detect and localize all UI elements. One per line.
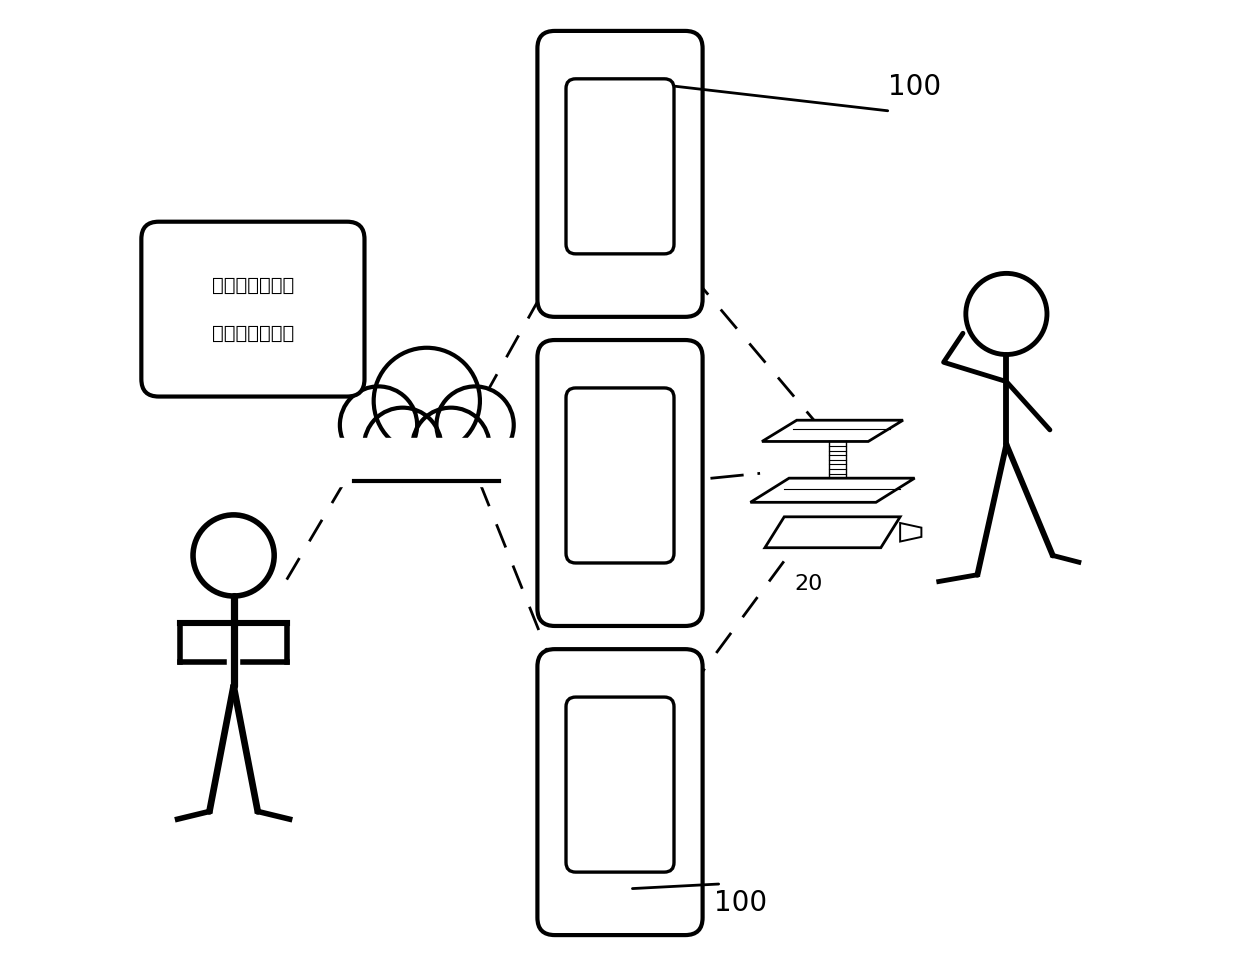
FancyBboxPatch shape — [565, 79, 675, 254]
FancyBboxPatch shape — [565, 697, 675, 872]
Circle shape — [966, 273, 1047, 355]
Circle shape — [436, 386, 513, 464]
Text: 20: 20 — [794, 575, 822, 594]
Polygon shape — [750, 478, 915, 502]
FancyBboxPatch shape — [537, 649, 703, 935]
Polygon shape — [900, 523, 921, 542]
FancyBboxPatch shape — [565, 388, 675, 563]
FancyBboxPatch shape — [537, 31, 703, 317]
Circle shape — [373, 348, 480, 454]
Circle shape — [365, 408, 441, 485]
Text: 爆危化品数据库: 爆危化品数据库 — [212, 324, 294, 343]
Text: 线上易制毒易制: 线上易制毒易制 — [212, 275, 294, 295]
Text: 100: 100 — [714, 890, 768, 917]
Circle shape — [193, 515, 274, 596]
Polygon shape — [763, 420, 903, 441]
Circle shape — [413, 408, 490, 485]
Text: 100: 100 — [888, 73, 941, 100]
Polygon shape — [765, 517, 900, 548]
FancyBboxPatch shape — [537, 340, 703, 626]
Circle shape — [340, 386, 417, 464]
Bar — [330, 438, 523, 486]
FancyBboxPatch shape — [141, 222, 365, 396]
